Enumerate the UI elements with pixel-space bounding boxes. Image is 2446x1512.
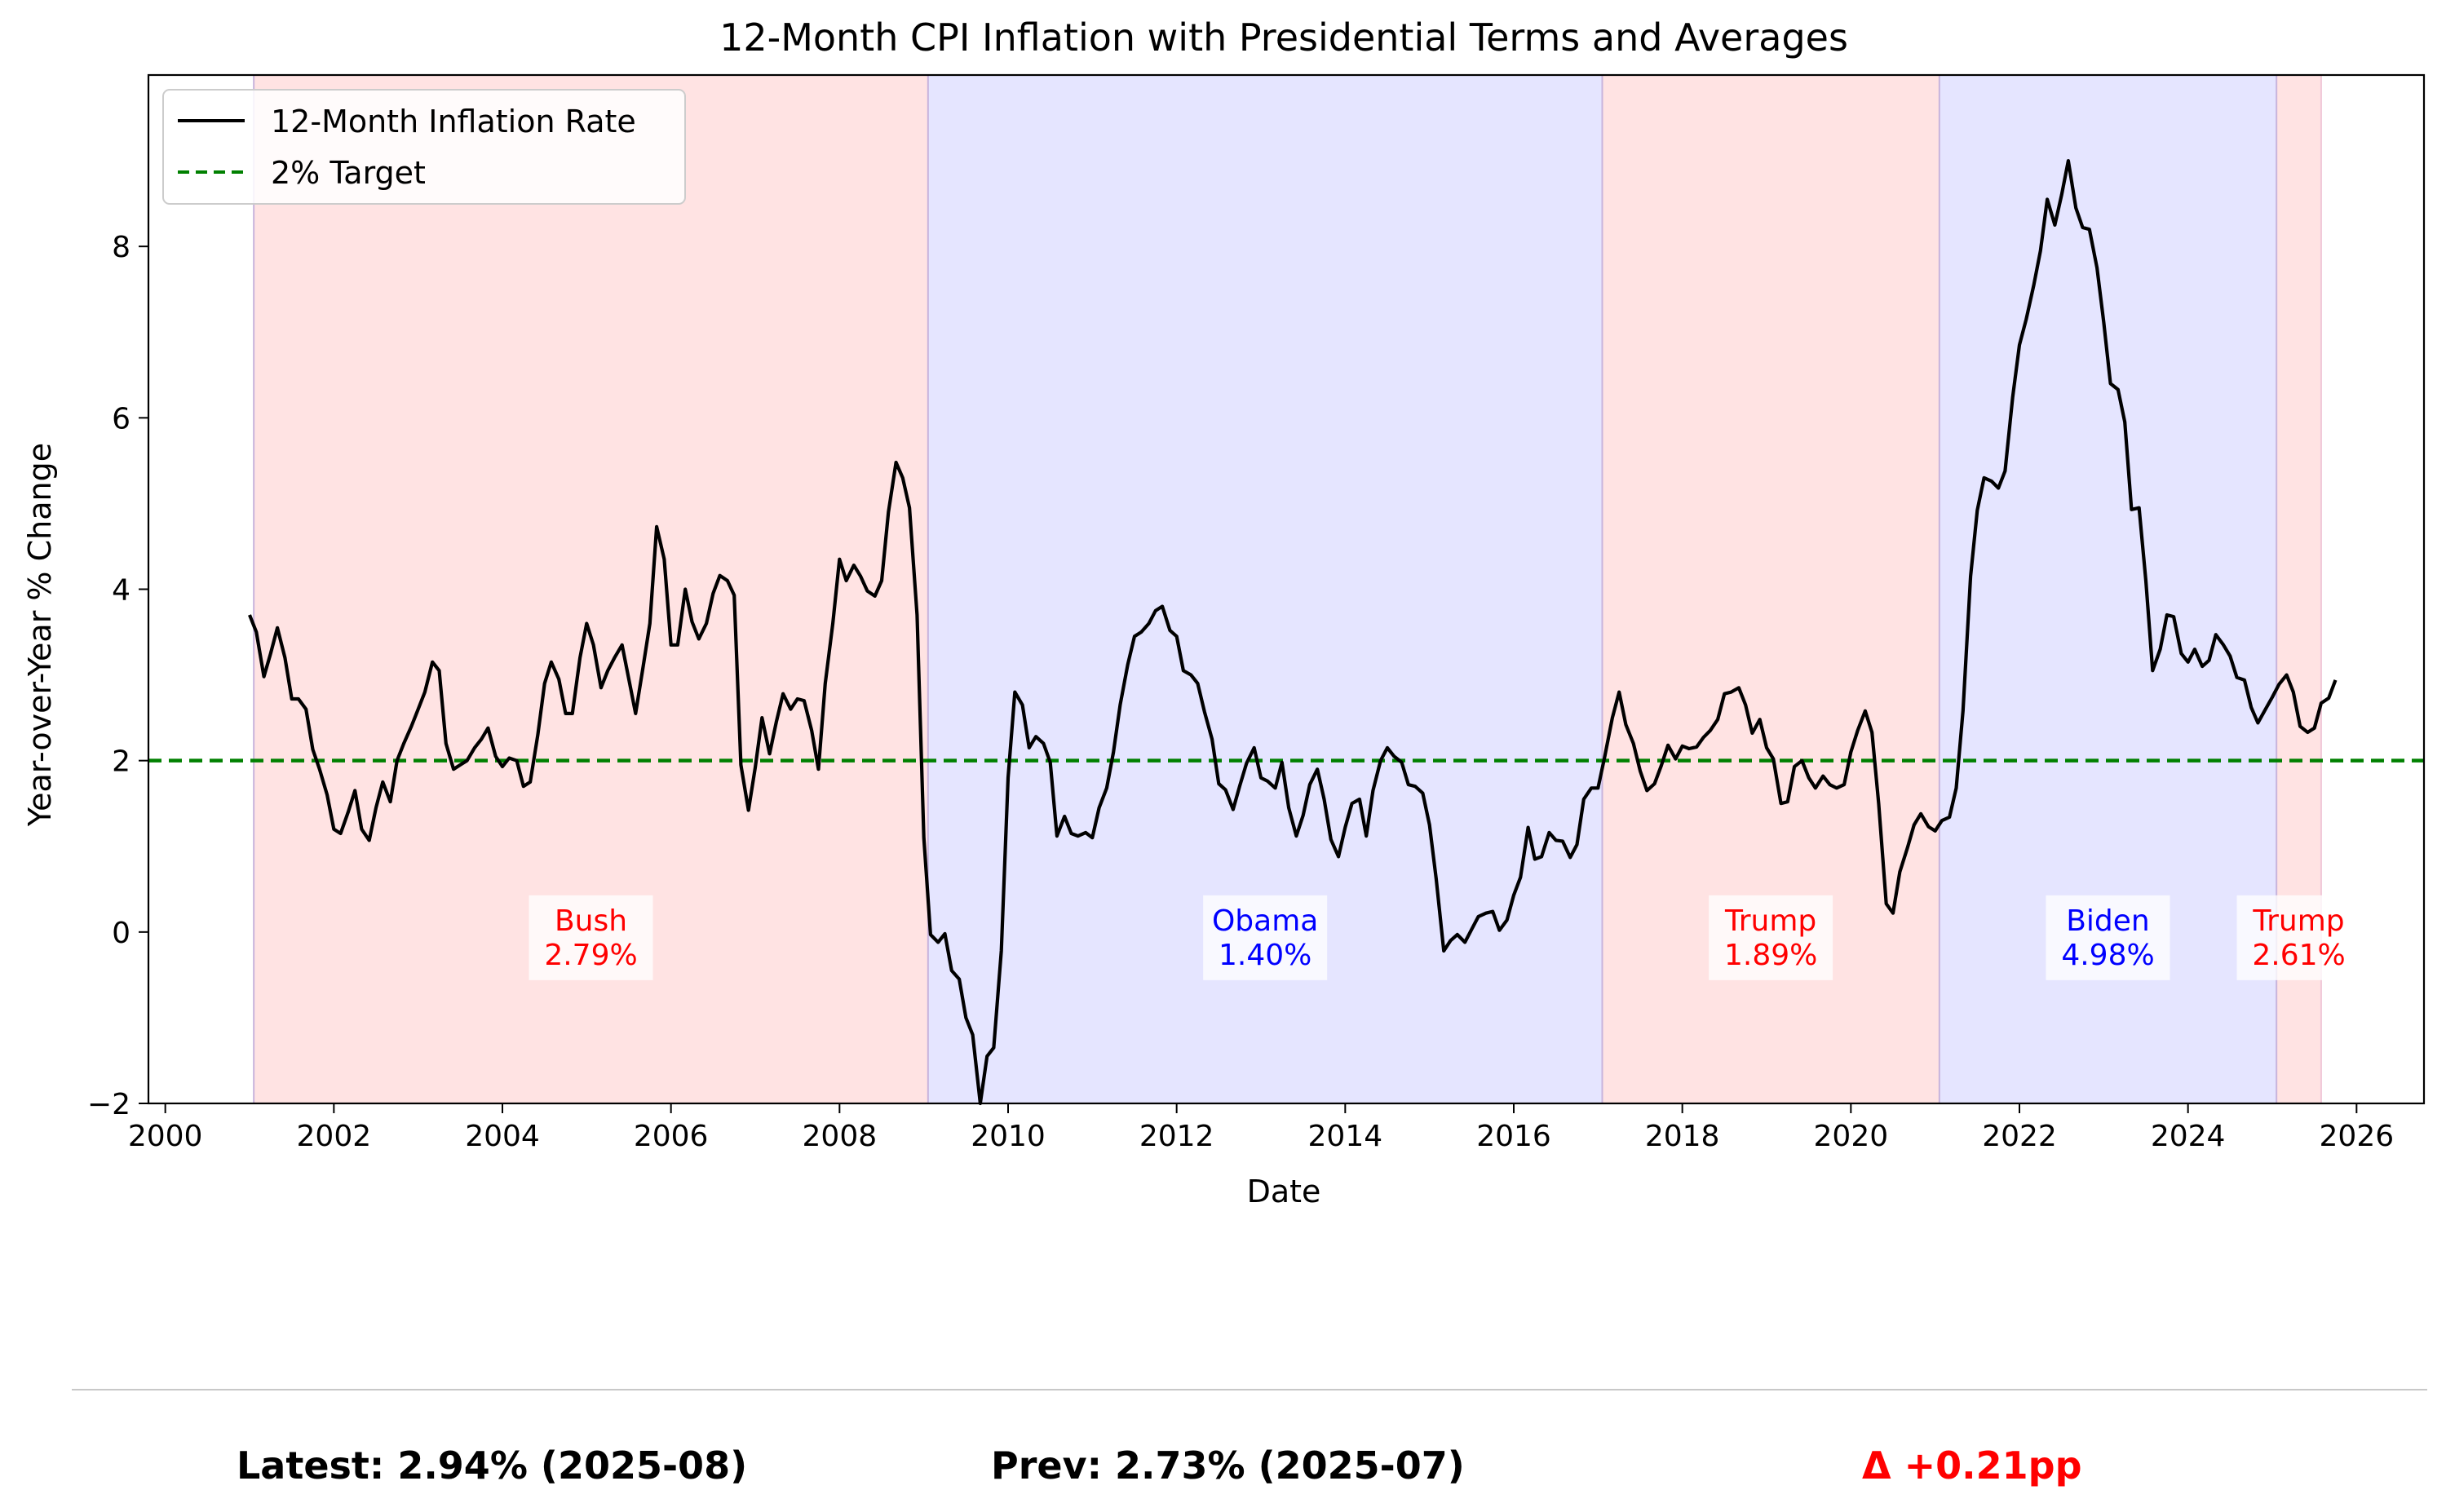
term-label-box — [1709, 895, 1833, 980]
x-tick-label: 2020 — [1814, 1120, 1889, 1153]
x-tick-label: 2008 — [803, 1120, 878, 1153]
term-label-box — [2236, 895, 2361, 980]
term-name-label: Biden — [2066, 904, 2150, 938]
x-axis-label: Date — [1247, 1174, 1321, 1209]
y-tick-label: 0 — [112, 917, 130, 950]
delta-value: Δ +0.21pp — [1862, 1443, 2082, 1488]
term-labels: Bush2.79%Obama1.40%Trump1.89%Biden4.98%T… — [529, 895, 2361, 980]
series-layer — [248, 159, 2338, 1106]
x-tick-label: 2006 — [634, 1120, 709, 1153]
term-label-box — [529, 895, 653, 980]
x-tick-label: 2022 — [1982, 1120, 2057, 1153]
y-tick-label: 2 — [112, 745, 130, 779]
y-tick-label: 6 — [112, 402, 130, 435]
x-tick-label: 2026 — [2320, 1120, 2395, 1153]
term-name-label: Trump — [1724, 904, 1816, 938]
term-name-label: Obama — [1212, 904, 1318, 938]
inflation-chart: Bush2.79%Obama1.40%Trump1.89%Biden4.98%T… — [22, 15, 2426, 1209]
term-average-label: 2.61% — [2252, 939, 2345, 972]
y-axis-label: Year-over-Year % Change — [22, 443, 58, 827]
term-name-label: Trump — [2252, 904, 2344, 938]
y-tick-label: 8 — [112, 231, 130, 264]
term-label-box — [1203, 895, 1328, 980]
legend-label-target: 2% Target — [271, 155, 426, 191]
term-label-box — [2046, 895, 2170, 980]
x-tick-label: 2002 — [297, 1120, 372, 1153]
x-tick-label: 2024 — [2151, 1120, 2226, 1153]
term-average-label: 1.89% — [1724, 939, 1817, 972]
legend-label-inflation: 12-Month Inflation Rate — [271, 104, 636, 139]
term-average-label: 4.98% — [2061, 939, 2154, 972]
previous-value: Prev: 2.73% (2025-07) — [991, 1443, 1465, 1488]
y-axis-ticks: −2 0 2 4 6 8 — [87, 231, 148, 1121]
x-axis-ticks: 2000 2002 2004 2006 2008 2010 2012 2014 2016 2018… — [128, 1103, 2394, 1153]
footer-divider — [72, 1389, 2427, 1390]
term-average-label: 1.40% — [1219, 939, 1311, 972]
term-average-label: 2.79% — [544, 939, 637, 972]
x-tick-label: 2012 — [1139, 1120, 1214, 1153]
legend: 12-Month Inflation Rate 2% Target — [162, 89, 686, 205]
y-tick-label: −2 — [87, 1088, 130, 1121]
latest-value: Latest: 2.94% (2025-08) — [237, 1443, 748, 1488]
x-tick-label: 2018 — [1645, 1120, 1720, 1153]
x-tick-label: 2016 — [1476, 1120, 1551, 1153]
x-tick-label: 2014 — [1308, 1120, 1383, 1153]
series-line-inflation — [248, 159, 2338, 1106]
x-tick-label: 2004 — [465, 1120, 540, 1153]
x-tick-label: 2010 — [971, 1120, 1046, 1153]
chart-title: 12-Month CPI Inflation with Presidential… — [719, 15, 1848, 60]
term-name-label: Bush — [555, 904, 627, 938]
x-tick-label: 2000 — [128, 1120, 203, 1153]
y-tick-label: 4 — [112, 574, 130, 608]
